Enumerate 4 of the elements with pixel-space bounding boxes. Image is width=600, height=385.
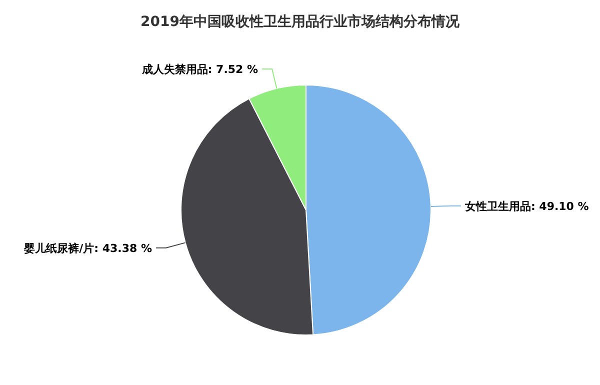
slice-label: 成人失禁用品: 7.52 % [140, 63, 258, 76]
chart-title: 2019年中国吸收性卫生用品行业市场结构分布情况 [140, 13, 460, 30]
slice-label: 女性卫生用品: 49.10 % [464, 200, 589, 213]
slice-label: 婴儿纸尿裤/片: 43.38 % [23, 242, 152, 255]
